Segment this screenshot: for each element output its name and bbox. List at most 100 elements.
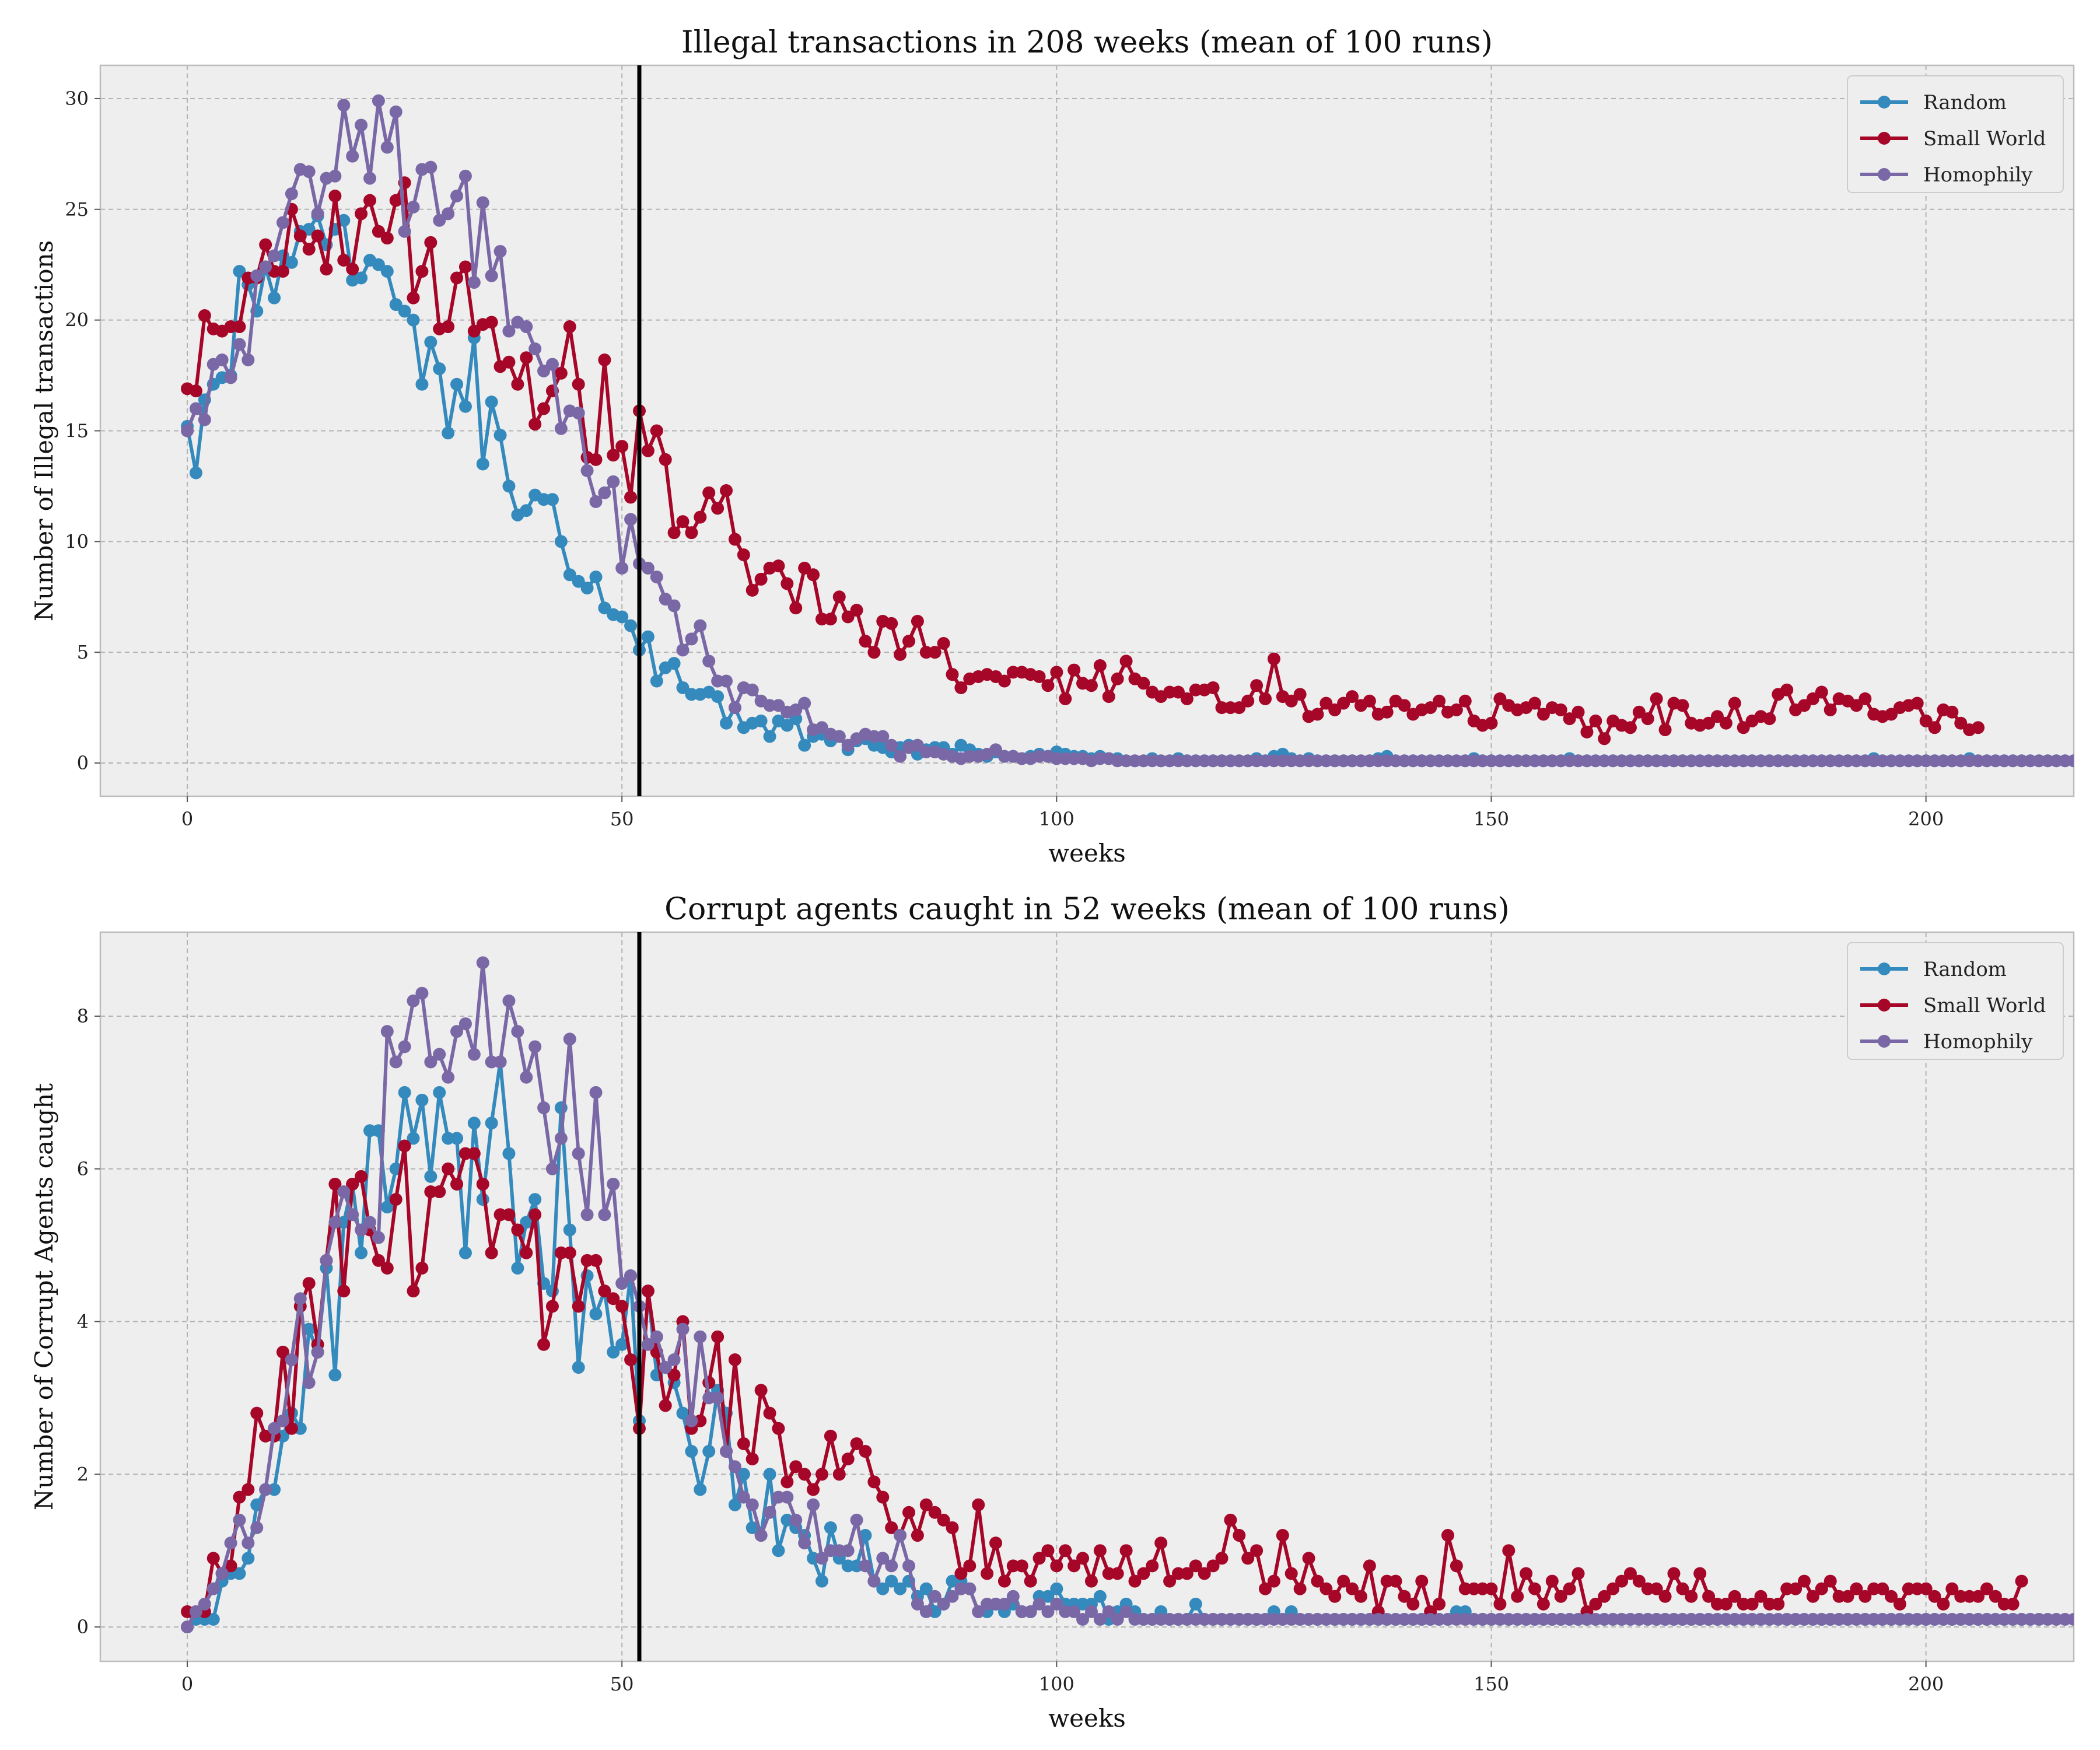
data-point [789,712,803,726]
data-point [259,238,272,251]
data-point [1737,721,1750,734]
data-point [624,1353,638,1366]
y-tick-label: 0 [77,1616,89,1638]
data-point [815,1468,828,1481]
data-point [780,1490,794,1504]
data-point [1433,1597,1446,1611]
data-point [528,1208,542,1222]
legend-box [1847,942,2064,1060]
data-point [554,535,568,548]
data-point [624,1269,638,1283]
data-point [850,1513,863,1527]
data-point [702,1445,716,1458]
data-point [1728,696,1741,710]
data-point [1850,1582,1863,1595]
legend-label: Random [1923,958,2007,981]
data-point [598,486,611,499]
data-point [407,313,420,327]
data-point [1267,652,1280,666]
data-point [537,1101,551,1115]
data-point [711,1391,724,1405]
data-point [276,216,289,229]
data-point [728,1460,741,1474]
data-point [1910,696,1924,710]
data-point [563,320,576,334]
data-point [528,1193,542,1206]
x-tick-label: 50 [610,1673,634,1695]
data-point [954,681,968,694]
data-point [1093,659,1107,672]
legend-label: Homophily [1923,163,2033,187]
data-point [1458,694,1472,708]
data-point [711,1330,724,1343]
y-tick-label: 5 [77,641,89,663]
data-point [415,265,429,278]
data-point [242,1552,255,1565]
data-point [615,561,629,575]
data-point [711,502,724,515]
data-point [554,422,568,435]
data-point [911,1597,924,1611]
data-point [1485,716,1498,730]
data-point [676,515,690,528]
data-point [919,1582,933,1595]
data-point [1180,692,1194,705]
data-point [607,1177,620,1191]
legend-box [1847,75,2064,193]
data-point [737,548,750,562]
data-point [1041,1605,1055,1618]
data-point [2015,1574,2028,1588]
data-point [946,1590,959,1603]
data-point [380,265,394,278]
legend-label: Small World [1923,994,2046,1017]
data-point [685,1445,698,1458]
data-point [268,291,281,304]
data-point [1572,705,1585,719]
data-point [1919,1582,1933,1595]
data-point [1676,1582,1689,1595]
data-point [676,681,690,694]
data-point [563,1223,576,1237]
data-point [780,1475,794,1489]
data-point [841,610,855,624]
data-point [1623,1567,1637,1580]
data-point [1859,692,1872,705]
data-point [572,1147,585,1160]
data-point [450,1025,464,1038]
data-point [607,1345,620,1359]
data-point [1493,692,1507,705]
data-point [754,1384,768,1397]
data-point [424,236,438,249]
legend: Random Small World Homophily [1847,75,2064,193]
data-point [302,1322,316,1336]
data-point [337,1185,351,1199]
data-point [528,1040,542,1054]
data-point [1658,723,1672,737]
data-point [876,730,890,743]
data-point [572,1361,585,1374]
data-point [198,413,211,426]
data-point [520,504,533,517]
data-point [580,582,594,595]
data-point [1710,710,1724,723]
legend-marker [1878,168,1891,181]
data-point [415,986,429,1000]
data-point [728,1498,741,1511]
data-point [1415,1574,1429,1588]
y-axis-label: Number of Corrupt Agents caught [30,1083,58,1510]
data-point [1859,1590,1872,1603]
data-point [1632,705,1646,719]
data-point [328,190,342,203]
data-point [424,335,438,349]
data-point [302,1376,316,1390]
data-point [624,619,638,632]
data-point [919,1605,933,1618]
data-point [754,572,768,586]
data-point [1050,1597,1063,1611]
y-tick-label: 15 [65,420,89,442]
data-point [554,1132,568,1145]
data-point [746,583,759,597]
data-point [424,1055,438,1069]
data-point [224,1536,237,1550]
data-point [1102,690,1115,704]
